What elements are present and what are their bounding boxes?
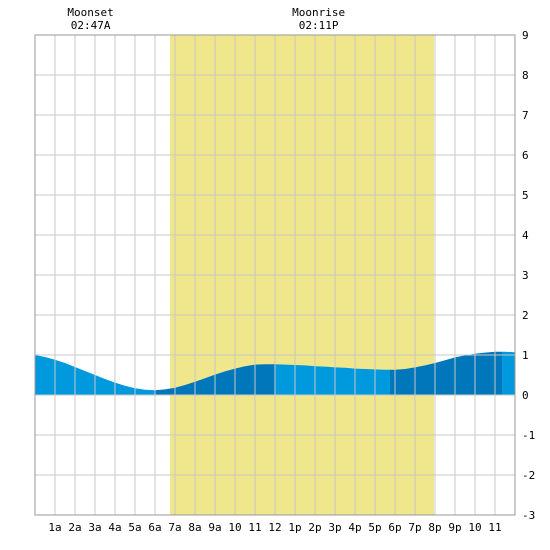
y-tick-label: 2 xyxy=(522,309,529,322)
x-tick-label: 10 xyxy=(468,521,481,534)
x-tick-label: 8p xyxy=(428,521,441,534)
moonset-time: 02:47A xyxy=(71,19,111,32)
y-tick-label: 7 xyxy=(522,109,529,122)
y-tick-label: -1 xyxy=(522,429,535,442)
y-tick-label: 5 xyxy=(522,189,529,202)
x-tick-label: 7a xyxy=(168,521,181,534)
x-tick-label: 9a xyxy=(208,521,221,534)
y-tick-label: 1 xyxy=(522,349,529,362)
y-tick-label: -3 xyxy=(522,509,535,522)
x-tick-label: 9p xyxy=(448,521,461,534)
x-tick-label: 4a xyxy=(108,521,121,534)
moonrise-time: 02:11P xyxy=(299,19,339,32)
x-tick-label: 8a xyxy=(188,521,201,534)
x-tick-label: 3p xyxy=(328,521,341,534)
tide-band-3 xyxy=(390,351,502,395)
x-tick-label: 2a xyxy=(68,521,81,534)
x-tick-label: 1p xyxy=(288,521,301,534)
y-tick-label: 0 xyxy=(522,389,529,402)
y-tick-label: 6 xyxy=(522,149,529,162)
x-tick-label: 5a xyxy=(128,521,141,534)
moonset-label: Moonset xyxy=(67,6,113,19)
x-tick-label: 11 xyxy=(488,521,501,534)
x-tick-label: 4p xyxy=(348,521,361,534)
y-tick-label: 4 xyxy=(522,229,529,242)
grid-lines xyxy=(35,34,515,516)
y-axis-labels: -3 -2 -1 0 1 2 3 4 5 6 7 8 9 xyxy=(522,29,535,522)
moonrise-label: Moonrise xyxy=(292,6,345,19)
x-tick-label: 12 xyxy=(268,521,281,534)
x-tick-label: 10 xyxy=(228,521,241,534)
x-axis-labels: 1a 2a 3a 4a 5a 6a 7a 8a 9a 10 11 12 1p 2p 3p 4p 5p 6p 7p 8p… xyxy=(48,521,501,534)
x-tick-label: 1a xyxy=(48,521,61,534)
y-tick-label: 3 xyxy=(522,269,529,282)
x-tick-label: 3a xyxy=(88,521,101,534)
y-tick-label: -2 xyxy=(522,469,535,482)
x-tick-label: 7p xyxy=(408,521,421,534)
y-tick-label: 9 xyxy=(522,29,529,42)
tide-band-4 xyxy=(502,351,515,395)
x-tick-label: 2p xyxy=(308,521,321,534)
x-tick-label: 11 xyxy=(248,521,261,534)
x-tick-label: 5p xyxy=(368,521,381,534)
plot-border xyxy=(34,34,516,516)
y-tick-label: 8 xyxy=(522,69,529,82)
x-tick-label: 6a xyxy=(148,521,161,534)
tide-band-2 xyxy=(275,364,390,395)
x-tick-label: 6p xyxy=(388,521,401,534)
